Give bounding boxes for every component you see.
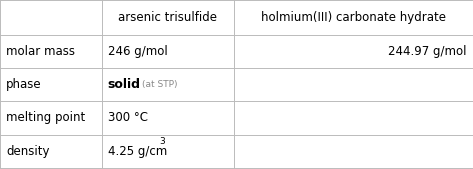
Text: holmium(III) carbonate hydrate: holmium(III) carbonate hydrate (261, 11, 446, 24)
Text: arsenic trisulfide: arsenic trisulfide (118, 11, 218, 24)
Text: solid: solid (108, 78, 141, 91)
Text: 246 g/mol: 246 g/mol (108, 45, 167, 58)
Text: melting point: melting point (6, 111, 86, 124)
Text: phase: phase (6, 78, 42, 91)
Text: (at STP): (at STP) (142, 80, 177, 89)
Text: 3: 3 (159, 137, 165, 146)
Text: 4.25 g/cm: 4.25 g/cm (108, 145, 167, 158)
Text: 300 °C: 300 °C (108, 111, 148, 124)
Text: molar mass: molar mass (6, 45, 75, 58)
Text: 244.97 g/mol: 244.97 g/mol (388, 45, 467, 58)
Text: density: density (6, 145, 50, 158)
